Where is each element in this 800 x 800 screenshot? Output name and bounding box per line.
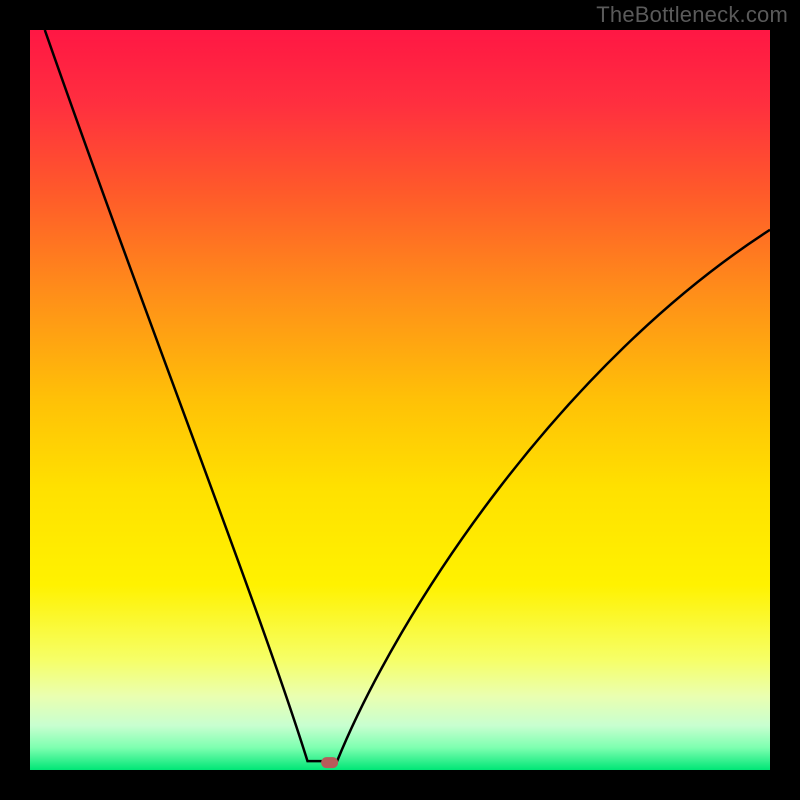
plot-area <box>30 30 770 770</box>
gradient-background <box>30 30 770 770</box>
optimal-point-marker <box>321 757 339 769</box>
chart-frame: TheBottleneck.com <box>0 0 800 800</box>
watermark-text: TheBottleneck.com <box>596 2 788 28</box>
